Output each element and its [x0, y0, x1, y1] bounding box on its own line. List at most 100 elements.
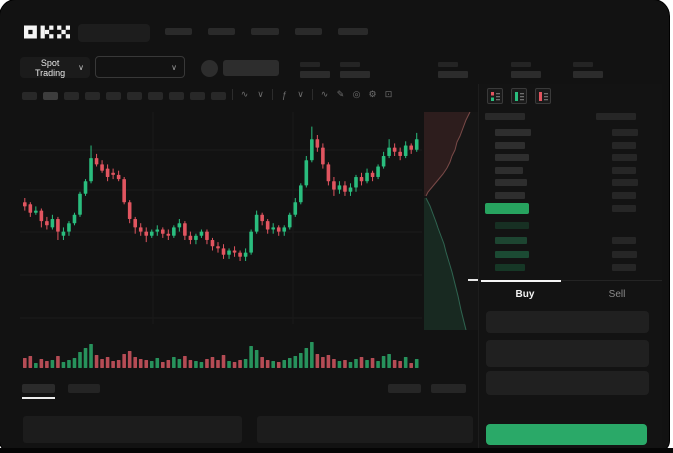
timeframe-button-4[interactable] — [85, 92, 100, 100]
candle — [188, 235, 193, 240]
market-type-dropdown[interactable]: Spot Trading ∨ — [20, 57, 90, 78]
ask-row-price[interactable] — [495, 129, 531, 136]
volume-bar — [326, 355, 331, 368]
candle — [359, 177, 364, 182]
bid-row-price[interactable] — [495, 237, 527, 244]
candle — [83, 181, 88, 194]
timeframe-button-2[interactable] — [43, 92, 58, 100]
bottom-tab-2[interactable] — [68, 384, 100, 393]
candle — [138, 227, 143, 232]
tab-sell[interactable]: Sell — [608, 288, 626, 300]
volume-bar — [89, 344, 93, 368]
chevron-down-icon[interactable]: ∨ — [297, 89, 304, 99]
bid-row-price[interactable] — [495, 222, 529, 229]
bid-row-price[interactable] — [495, 264, 525, 271]
last-price-row[interactable] — [485, 203, 529, 214]
volume-bar — [260, 357, 264, 368]
volume-bar — [205, 359, 209, 368]
last-price-tick — [468, 279, 478, 281]
volume-bar — [310, 342, 314, 368]
settings-icon[interactable]: ⚙ — [368, 89, 377, 99]
stat-label-placeholder — [340, 62, 360, 67]
volume-bar — [28, 356, 33, 368]
candle — [276, 227, 281, 232]
ask-row-price[interactable] — [495, 154, 529, 161]
line-tool-icon[interactable]: ∿ — [320, 89, 329, 99]
orderbook-view-toggles — [487, 88, 551, 104]
snapshot-icon[interactable]: ◎ — [352, 89, 361, 99]
nav-menu-item-1[interactable] — [165, 28, 192, 35]
nav-menu-item-4[interactable] — [295, 28, 322, 35]
last-row-total — [612, 205, 636, 212]
nav-menu-item-2[interactable] — [208, 28, 235, 35]
coin-logo — [201, 60, 218, 77]
candlestick-chart[interactable] — [20, 112, 422, 372]
total-field[interactable] — [486, 371, 649, 395]
chevron-down-icon[interactable]: ∨ — [257, 89, 264, 99]
volume-bar — [105, 357, 110, 368]
bottom-action-2[interactable] — [431, 384, 466, 393]
asks-only-icon[interactable] — [535, 88, 551, 104]
ask-row-price[interactable] — [495, 191, 525, 199]
volume-bar — [122, 354, 126, 368]
candle — [326, 164, 331, 182]
ask-row-price[interactable] — [495, 166, 523, 174]
timeframe-button-5[interactable] — [106, 92, 121, 100]
ticker-stat-5 — [573, 62, 603, 78]
toolbar-divider — [232, 89, 233, 100]
bottom-tab-1[interactable] — [22, 384, 55, 393]
volume-bar — [354, 359, 358, 368]
toolbar-divider — [312, 89, 313, 100]
search-input[interactable] — [78, 24, 150, 42]
candle — [310, 139, 314, 161]
candle — [332, 181, 336, 190]
volume-bar — [254, 350, 259, 368]
candle — [398, 151, 402, 156]
fullscreen-icon[interactable]: ⊡ — [384, 89, 393, 99]
timeframe-button-1[interactable] — [22, 92, 37, 100]
tab-buy[interactable]: Buy — [479, 280, 571, 307]
price-field[interactable] — [486, 311, 649, 333]
orderbook-header-right — [596, 113, 636, 120]
timeframe-button-8[interactable] — [169, 92, 184, 100]
volume-bar — [414, 359, 419, 368]
candle — [387, 147, 391, 156]
indicators-icon[interactable]: ƒ — [281, 89, 287, 100]
candle — [232, 250, 237, 253]
draw-tool-icon[interactable]: ✎ — [336, 89, 345, 99]
candle — [216, 246, 220, 249]
bids-only-icon[interactable] — [511, 88, 527, 104]
timeframe-button-10[interactable] — [211, 92, 226, 100]
ask-row-price[interactable] — [495, 141, 525, 149]
okx-logo[interactable] — [24, 25, 70, 39]
timeframe-button-9[interactable] — [190, 92, 205, 100]
candle — [348, 187, 353, 192]
candle — [315, 139, 320, 148]
nav-menu-item-5[interactable] — [338, 28, 368, 35]
volume-bar — [348, 362, 353, 368]
nav-menu-item-3[interactable] — [251, 28, 279, 35]
combined-book-icon[interactable] — [487, 88, 503, 104]
ask-row-price[interactable] — [495, 179, 527, 186]
candle — [127, 202, 132, 219]
amount-field[interactable] — [486, 340, 649, 367]
stat-label-placeholder — [573, 62, 593, 67]
ticker-stat-4 — [511, 62, 541, 78]
timeframe-button-7[interactable] — [148, 92, 163, 100]
bottom-action-1[interactable] — [388, 384, 421, 393]
bid-row-price[interactable] — [495, 251, 529, 258]
candle — [304, 160, 309, 186]
volume-bar — [265, 360, 270, 368]
volume-bar — [61, 362, 66, 368]
pair-dropdown[interactable]: ∨ — [95, 56, 185, 78]
stat-label-placeholder — [511, 62, 531, 67]
candle — [122, 179, 126, 203]
stat-label-placeholder — [438, 62, 458, 67]
candle — [72, 214, 77, 224]
timeframe-button-6[interactable] — [127, 92, 142, 100]
timeframe-button-3[interactable] — [64, 92, 79, 100]
candle — [89, 158, 93, 182]
ask-row-total — [612, 129, 638, 136]
buy-submit-button[interactable] — [486, 424, 647, 445]
chart-type-icon[interactable]: ∿ — [240, 89, 249, 99]
